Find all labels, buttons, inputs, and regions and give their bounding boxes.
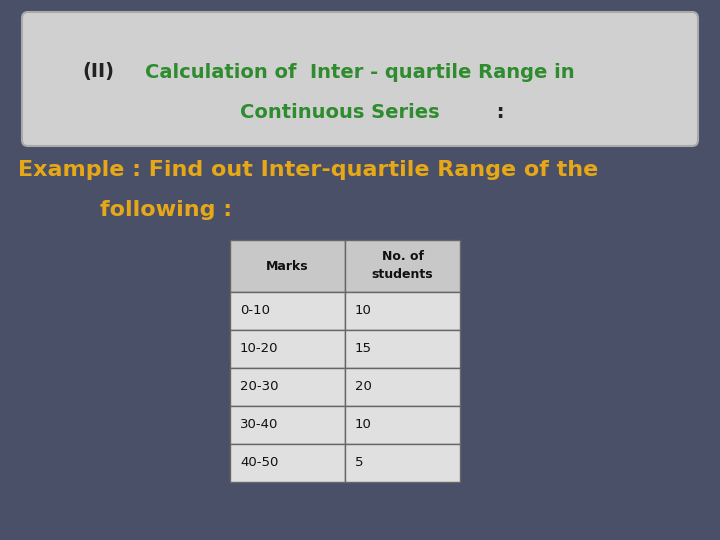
Bar (345, 444, 460, 482)
Bar (345, 292, 460, 330)
Bar (230, 368, 345, 406)
Text: (II): (II) (82, 63, 114, 82)
Text: 10: 10 (355, 305, 372, 318)
Text: Example : Find out Inter-quartile Range of the: Example : Find out Inter-quartile Range … (18, 160, 598, 180)
Text: 40-50: 40-50 (240, 456, 279, 469)
Text: No. of: No. of (382, 251, 423, 264)
Text: 30-40: 30-40 (240, 418, 279, 431)
Text: Marks: Marks (266, 260, 309, 273)
Text: 20-30: 20-30 (240, 381, 279, 394)
Text: students: students (372, 268, 433, 281)
Text: 0-10: 0-10 (240, 305, 270, 318)
Bar (230, 406, 345, 444)
Bar (230, 240, 345, 292)
Text: 10: 10 (355, 418, 372, 431)
Bar (345, 240, 460, 292)
Bar (345, 368, 460, 406)
Bar (230, 292, 345, 330)
Bar (230, 444, 345, 482)
Text: :: : (490, 103, 505, 122)
Text: 10-20: 10-20 (240, 342, 279, 355)
Text: 5: 5 (355, 456, 364, 469)
Bar (345, 330, 460, 368)
Text: following :: following : (100, 200, 232, 220)
FancyBboxPatch shape (22, 12, 698, 146)
Text: 20: 20 (355, 381, 372, 394)
Text: Calculation of  Inter - quartile Range in: Calculation of Inter - quartile Range in (145, 63, 575, 82)
Bar (230, 330, 345, 368)
Text: 15: 15 (355, 342, 372, 355)
Text: Continuous Series: Continuous Series (240, 103, 440, 122)
Bar (345, 406, 460, 444)
